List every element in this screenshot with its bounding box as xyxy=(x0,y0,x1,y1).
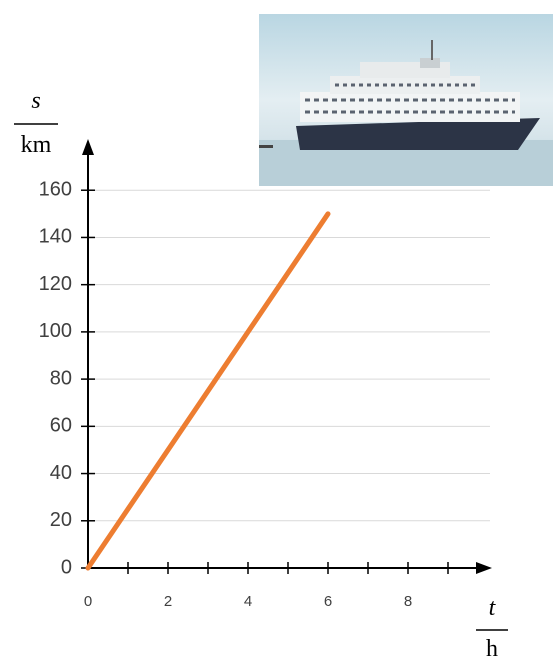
y-axis-arrow xyxy=(82,139,94,155)
y-tick-label: 80 xyxy=(50,367,72,389)
x-label-top: t xyxy=(489,595,497,621)
y-label-bottom: km xyxy=(21,132,52,158)
ship-photo xyxy=(259,14,553,186)
y-tick-label: 0 xyxy=(61,556,72,578)
y-tick-label: 60 xyxy=(50,415,72,437)
x-tick-label: 4 xyxy=(244,593,252,610)
x-tick-label: 6 xyxy=(324,593,332,610)
y-tick-label: 120 xyxy=(39,273,72,295)
y-tick-label: 20 xyxy=(50,509,72,531)
x-label-bottom: h xyxy=(486,636,498,660)
y-tick-label: 140 xyxy=(39,226,72,248)
y-tick-label: 160 xyxy=(39,179,72,201)
y-label-top: s xyxy=(31,88,40,114)
y-tick-label: 40 xyxy=(50,462,72,484)
x-tick-label: 2 xyxy=(164,593,172,610)
x-tick-label: 8 xyxy=(404,593,412,610)
x-axis-arrow xyxy=(476,562,492,574)
y-tick-label: 100 xyxy=(39,320,72,342)
x-tick-label: 0 xyxy=(84,593,92,610)
data-line xyxy=(85,211,331,571)
